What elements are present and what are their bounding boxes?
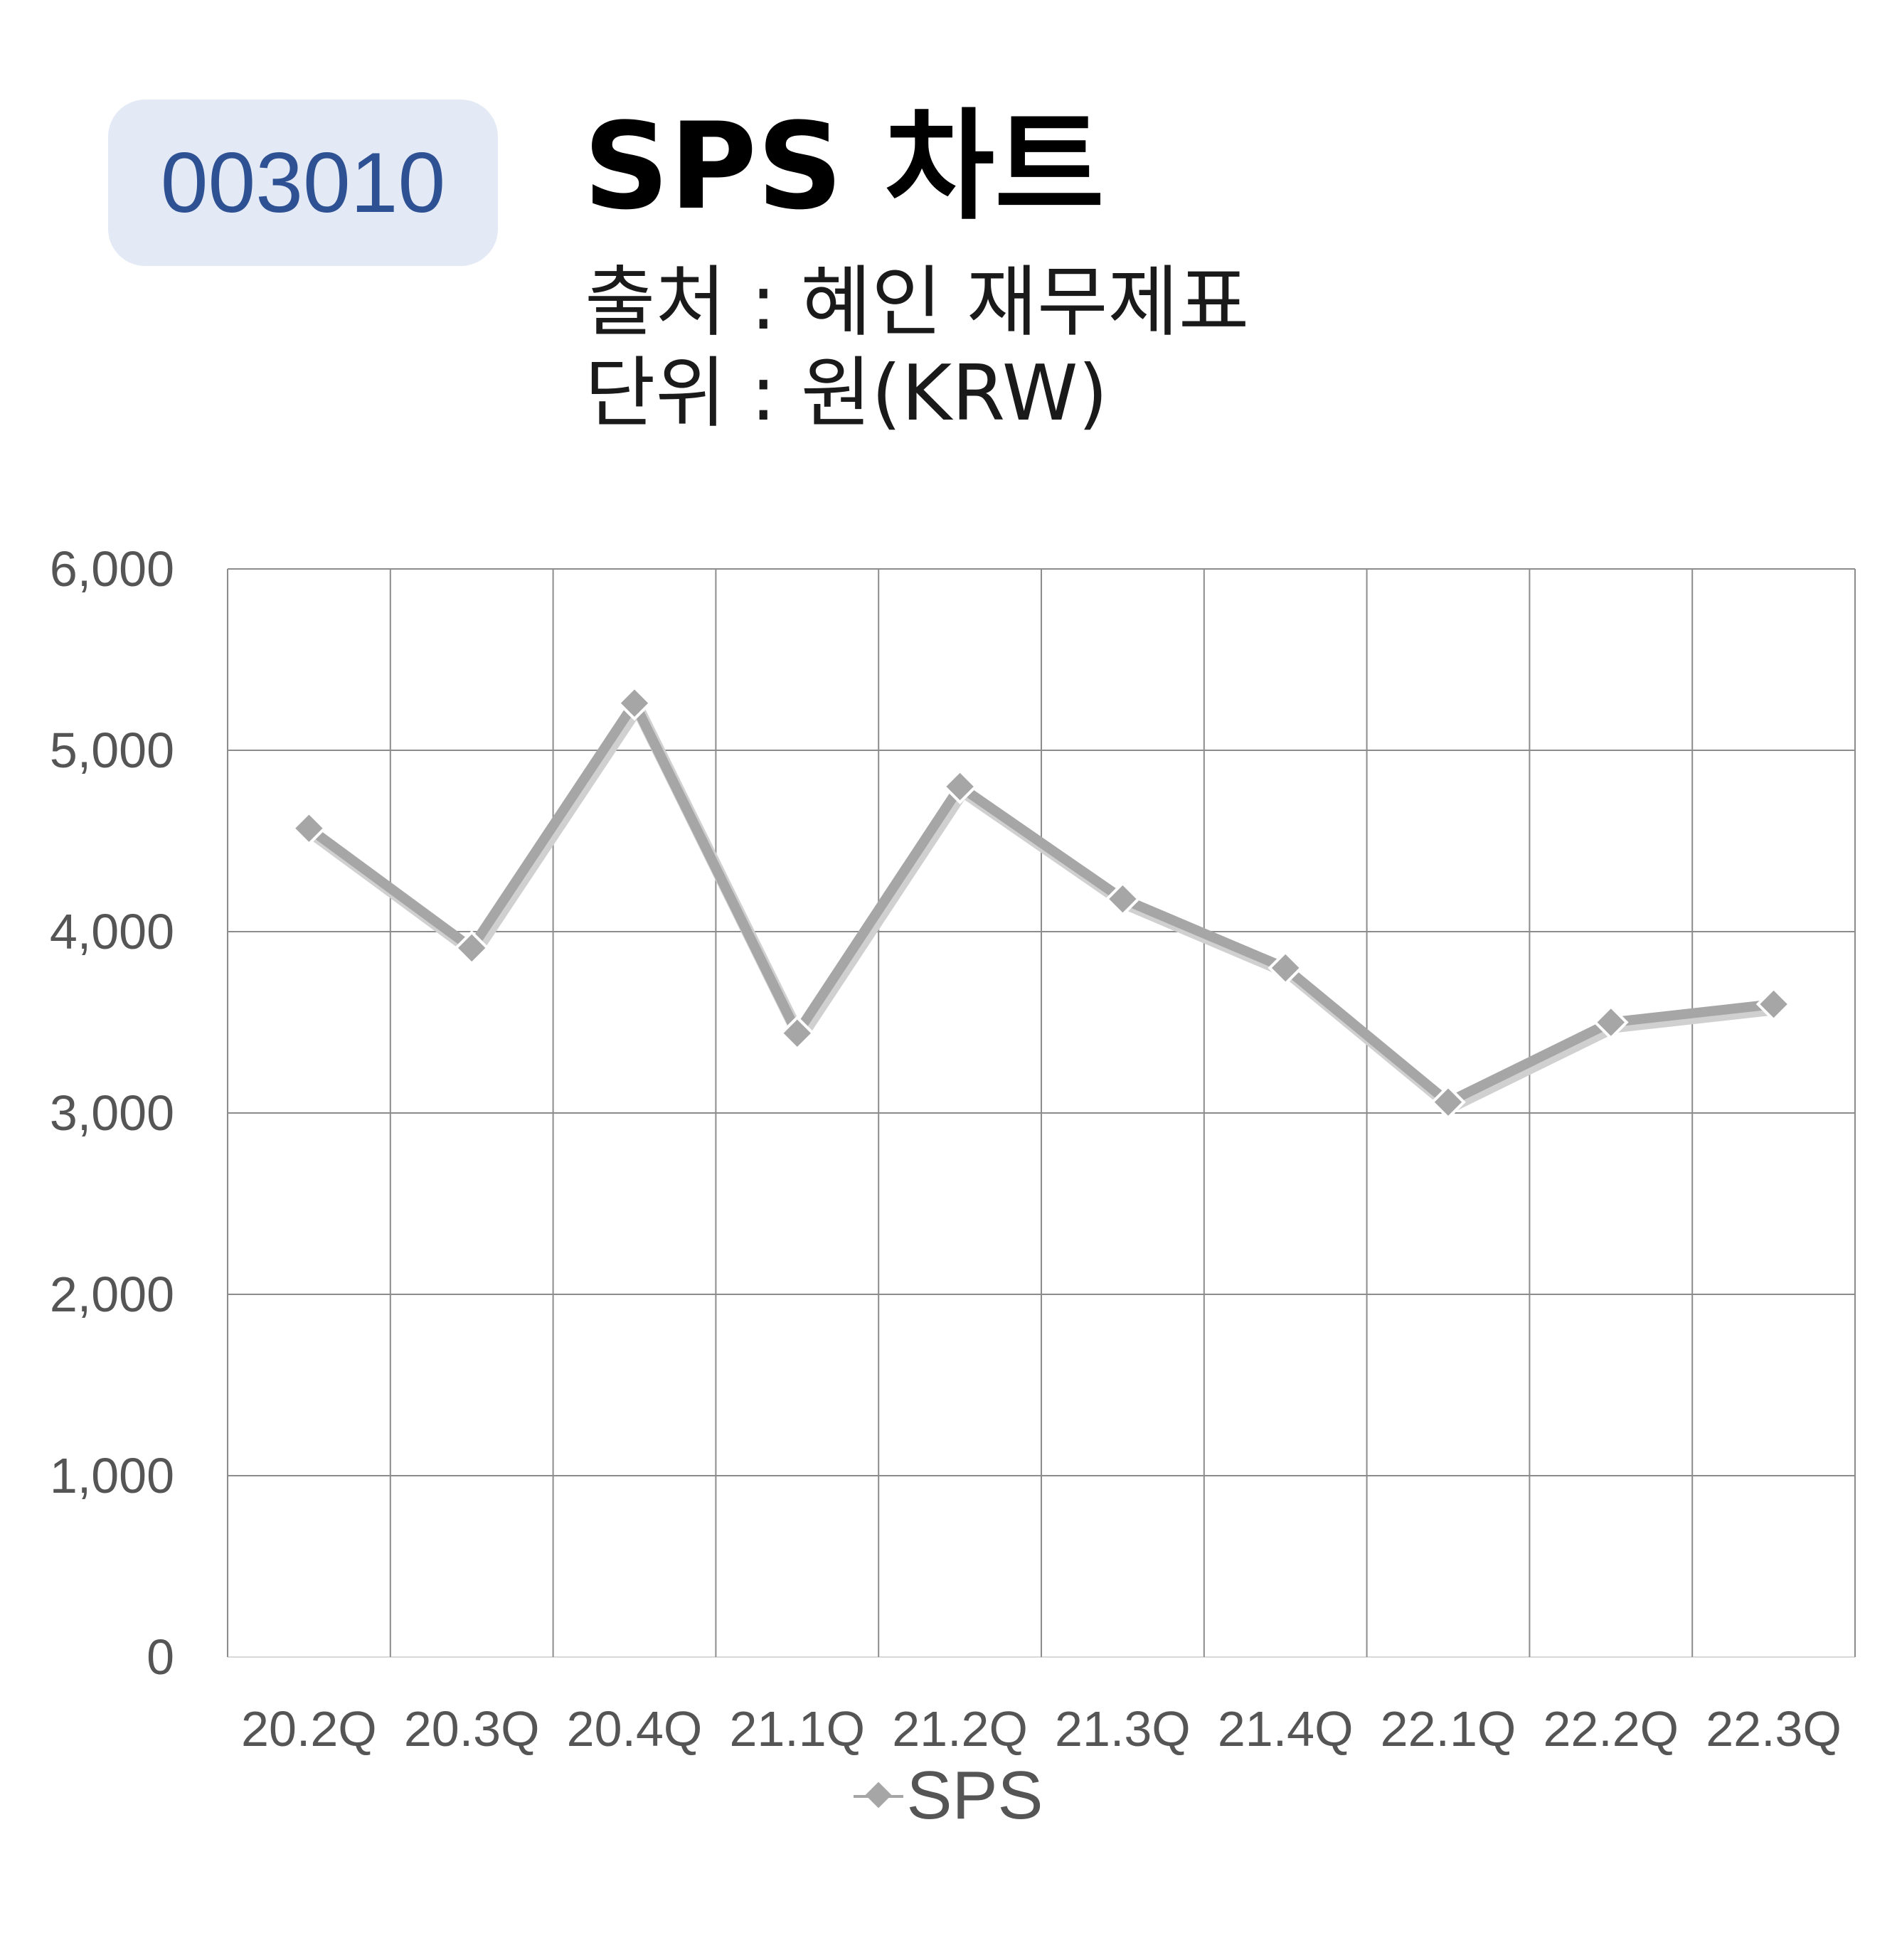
data-point-marker	[1755, 986, 1792, 1022]
data-point-marker	[1593, 1004, 1629, 1040]
y-tick-label: 2,000	[50, 1267, 174, 1322]
x-tick-label: 22.1Q	[1381, 1701, 1516, 1757]
y-tick-label: 1,000	[50, 1448, 174, 1503]
data-point-marker	[617, 685, 652, 721]
x-tick-label: 20.3Q	[404, 1701, 540, 1757]
data-point-marker	[1105, 881, 1141, 917]
unit-label: 단위 : 원(KRW)	[585, 349, 1108, 438]
data-point-marker	[779, 1015, 815, 1051]
legend-label: SPS	[906, 1757, 1043, 1833]
y-tick-label: 0	[147, 1629, 174, 1685]
x-tick-label: 20.2Q	[241, 1701, 377, 1757]
data-point-marker	[291, 810, 327, 846]
series-line	[306, 698, 1775, 1107]
x-tick-label: 20.4Q	[567, 1701, 703, 1757]
source-label: 출처 : 혜인 재무제표	[585, 258, 1250, 347]
stock-code: 003010	[160, 135, 446, 230]
x-tick-label: 22.2Q	[1543, 1701, 1679, 1757]
x-axis-ticks: 20.2Q 20.3Q 20.4Q 21.1Q 21.2Q 21.3Q 21.4Q 22.1Q…	[241, 1701, 1842, 1757]
data-point-marker	[1430, 1084, 1466, 1120]
y-tick-label: 4,000	[50, 904, 174, 959]
x-tick-label: 21.2Q	[892, 1701, 1028, 1757]
chart-title: SPS 차트	[583, 97, 1105, 236]
grid-lines	[227, 568, 1856, 1658]
y-tick-label: 5,000	[50, 723, 174, 778]
data-point-marker	[1268, 950, 1304, 986]
legend: SPS	[0, 1757, 1897, 1835]
x-tick-label: 21.3Q	[1055, 1701, 1191, 1757]
stock-code-badge: 003010	[108, 100, 498, 266]
x-tick-label: 21.4Q	[1218, 1701, 1354, 1757]
x-tick-label: 22.3Q	[1706, 1701, 1842, 1757]
series-sps	[291, 685, 1792, 1120]
data-point-marker	[942, 769, 978, 804]
y-tick-label: 3,000	[50, 1085, 174, 1141]
y-tick-label: 6,000	[50, 541, 174, 597]
data-point-marker	[454, 930, 490, 966]
y-axis-ticks: 0 1,000 2,000 3,000 4,000 5,000 6,000	[50, 541, 174, 1685]
x-tick-label: 21.1Q	[729, 1701, 865, 1757]
legend-marker-icon	[854, 1781, 904, 1810]
